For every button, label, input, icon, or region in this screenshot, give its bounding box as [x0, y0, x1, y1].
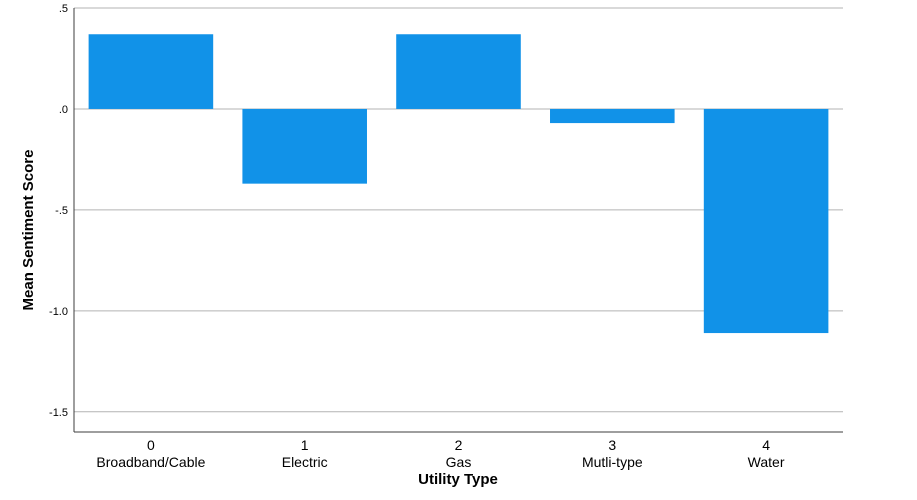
x-tick-code: 4 — [762, 437, 770, 453]
bar-water — [703, 108, 829, 334]
x-axis-title: Utility Type — [418, 471, 498, 488]
y-tick-label: .5 — [59, 3, 68, 15]
bar-broadband-cable — [88, 34, 214, 109]
x-tick-label: Electric — [282, 454, 328, 470]
bar-gas — [396, 34, 521, 109]
axes — [73, 8, 843, 433]
bars — [88, 34, 829, 334]
x-tick-label: Gas — [446, 454, 472, 470]
x-tick-code: 3 — [608, 437, 616, 453]
x-tick-label: Broadband/Cable — [96, 454, 205, 470]
y-tick-label: -.5 — [55, 205, 68, 217]
y-tick-label: -1.5 — [49, 407, 68, 419]
x-tick-code: 1 — [301, 437, 309, 453]
y-tick-label: .0 — [59, 104, 68, 116]
bar-mutli-type — [550, 108, 675, 124]
y-tick-label: -1.0 — [49, 306, 68, 318]
y-tick-labels: .5 .0 -.5 -1.0 -1.5 — [49, 3, 68, 419]
x-tick-label: Water — [748, 454, 785, 470]
x-tick-label: Mutli-type — [582, 454, 643, 470]
bar-electric — [242, 108, 367, 184]
y-axis-title: Mean Sentiment Score — [20, 150, 37, 311]
x-tick-code: 2 — [455, 437, 463, 453]
x-tick-code: 0 — [147, 437, 155, 453]
